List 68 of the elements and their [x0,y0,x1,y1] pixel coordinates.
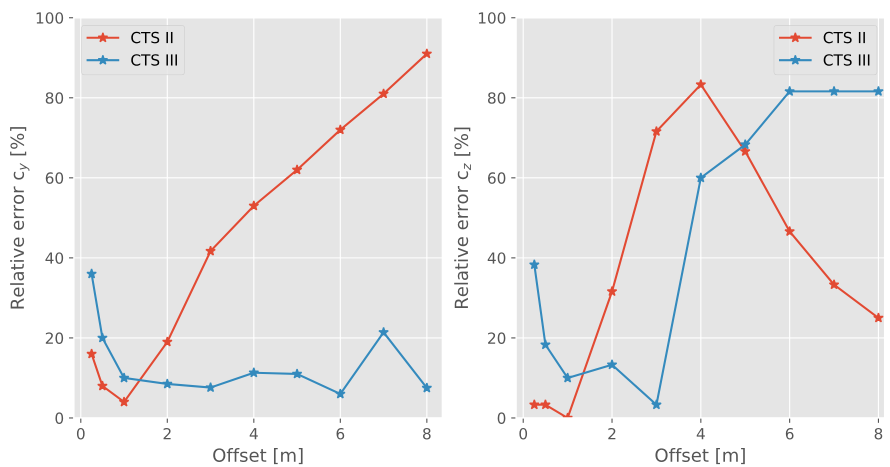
point [335,124,346,134]
point [97,332,108,343]
point [873,86,884,96]
point [86,348,97,359]
y-tick-label: 20 [46,332,64,344]
point [97,380,108,391]
x-axis-title: Offset [m] [213,448,303,464]
y-tick-label: 40 [488,252,506,264]
y-tick-label: 0 [498,412,506,424]
point [696,79,706,90]
x-tick-label: 4 [250,428,258,440]
y-tick-label: 60 [46,172,64,184]
y-tick-label: 40 [45,252,64,264]
y-tick-label: 100 [478,12,506,24]
y-axis-title: Relative error c$_{z}$ [%] [454,128,471,308]
legend-label: CTS III [131,54,177,66]
x-tick-label: 6 [336,428,344,440]
y-tick-label: 0 [55,412,64,424]
point [740,139,751,150]
point [562,372,573,383]
point [86,268,97,279]
point [205,246,216,256]
point [205,382,216,392]
point [248,367,260,378]
point [162,336,173,347]
point [828,86,840,96]
x-tick-label: 0 [76,428,85,440]
point [540,399,551,410]
point [696,172,706,182]
point [378,326,389,337]
x-tick-label: 0 [519,428,528,440]
y-tick-label: 80 [46,92,64,104]
point [335,388,346,399]
x-tick-label: 8 [874,428,882,440]
point [118,396,130,407]
point [529,259,540,270]
point [422,382,432,393]
x-tick-label: 2 [164,428,171,440]
point [651,399,662,410]
x-tick-label: 2 [608,428,616,440]
point [292,368,302,379]
x-tick-label: 6 [786,428,794,440]
x-tick-label: 8 [423,428,431,440]
y-tick-label: 80 [488,92,506,104]
point [540,339,551,350]
x-axis-title: Offset [m] [655,448,745,464]
point [784,86,795,96]
point [651,126,662,136]
y-tick-label: 60 [488,172,506,184]
x-tick-label: 4 [696,428,705,440]
point [378,88,389,98]
y-tick-label: 100 [36,12,64,24]
point [292,164,302,174]
point [118,372,130,383]
point [248,200,260,210]
point [529,399,540,410]
point [828,279,840,290]
point [606,286,618,296]
point [784,226,795,236]
point [162,378,173,389]
legend-label: CTS II [131,32,172,44]
y-axis-title: Relative error c$_{y}$ [%] [10,127,30,308]
y-tick-label: 20 [488,332,506,344]
point [873,312,884,323]
point [422,48,432,58]
point [606,359,618,370]
legend-label: CTS III [824,54,870,66]
legend-label: CTS II [824,32,865,44]
